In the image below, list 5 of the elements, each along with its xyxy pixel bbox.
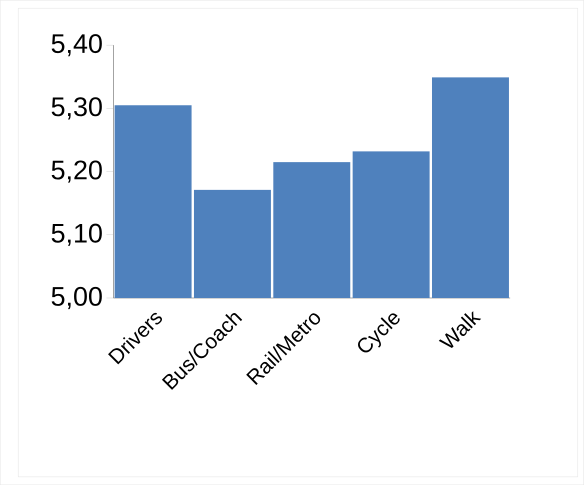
y-tick-label: 5,10 bbox=[52, 224, 102, 246]
y-tick-label: 5,20 bbox=[52, 160, 102, 183]
y-tick-label: 5,00 bbox=[52, 286, 102, 310]
y-tick-label: 5,40 bbox=[52, 34, 102, 56]
y-tick-label: 5,30 bbox=[52, 97, 102, 120]
